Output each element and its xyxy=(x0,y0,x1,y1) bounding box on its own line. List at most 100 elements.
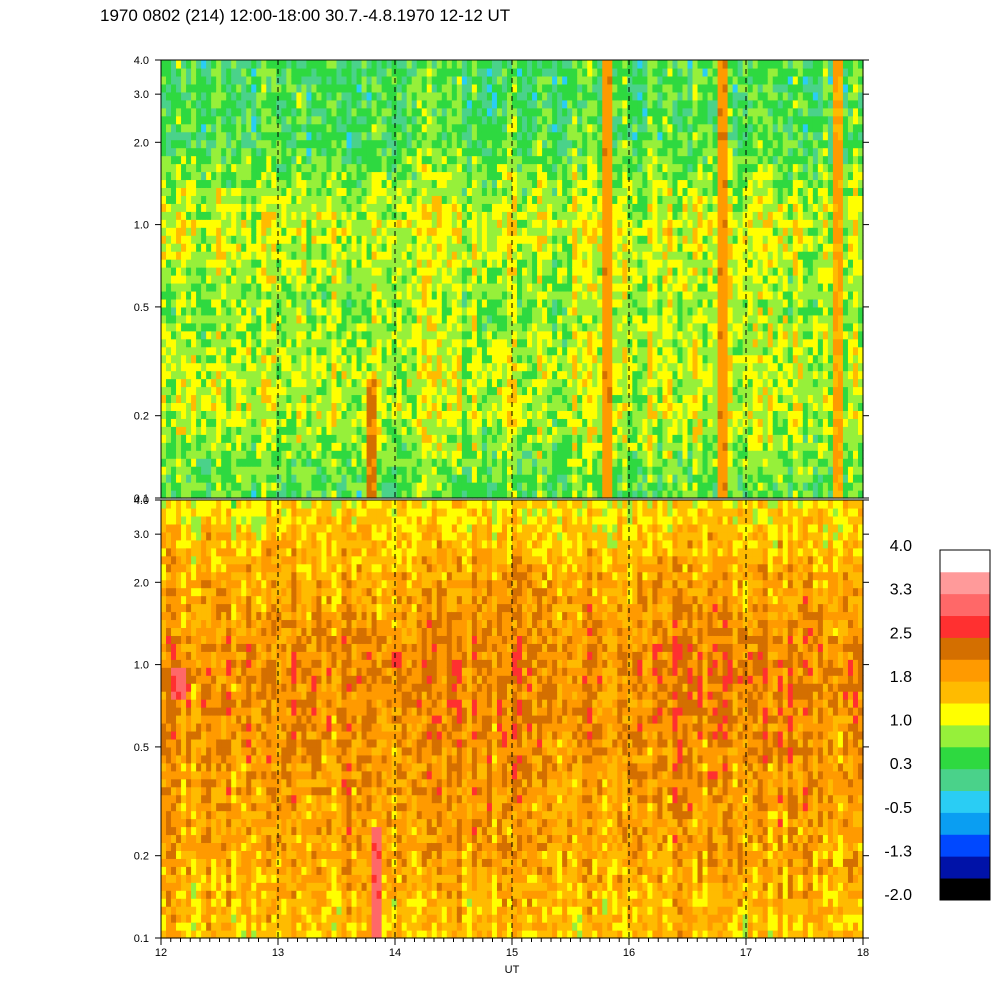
heatmap-cell xyxy=(441,203,448,212)
heatmap-cell xyxy=(431,171,438,181)
heatmap-cell xyxy=(346,219,353,228)
heatmap-cell xyxy=(552,378,558,388)
heatmap-cell xyxy=(381,171,388,181)
heatmap-cell xyxy=(251,155,257,165)
heatmap-cell xyxy=(506,322,513,332)
heatmap-cell xyxy=(406,83,413,93)
heatmap-cell xyxy=(251,227,257,236)
heatmap-cell xyxy=(496,362,503,372)
heatmap-cell xyxy=(296,314,302,324)
heatmap-cell xyxy=(426,466,433,475)
heatmap-cell xyxy=(446,195,453,204)
heatmap-cell xyxy=(391,386,398,396)
heatmap-cell xyxy=(441,115,448,125)
heatmap-cell xyxy=(577,314,583,324)
heatmap-cell xyxy=(386,450,393,459)
heatmap-cell xyxy=(246,418,252,427)
heatmap-cell xyxy=(436,418,443,427)
heatmap-cell xyxy=(161,458,167,467)
heatmap-cell xyxy=(431,107,438,117)
heatmap-cell xyxy=(281,298,287,308)
heatmap-cell xyxy=(251,354,257,364)
heatmap-cell xyxy=(186,442,192,451)
heatmap-cell xyxy=(602,410,608,419)
heatmap-cell xyxy=(281,370,287,380)
heatmap-cell xyxy=(161,275,167,284)
heatmap-cell xyxy=(271,131,277,141)
heatmap-cell xyxy=(522,187,528,196)
heatmap-cell xyxy=(411,458,418,467)
heatmap-cell xyxy=(186,402,192,411)
heatmap-cell xyxy=(557,179,563,189)
heatmap-cell xyxy=(166,227,172,236)
heatmap-cell xyxy=(166,75,172,85)
heatmap-cell xyxy=(426,131,433,141)
heatmap-cell xyxy=(266,75,272,85)
heatmap-cell xyxy=(201,450,207,459)
heatmap-cell xyxy=(416,314,423,324)
heatmap-cell xyxy=(326,123,333,133)
heatmap-cell xyxy=(291,107,297,117)
heatmap-cell xyxy=(326,75,333,85)
heatmap-cell xyxy=(567,458,573,467)
heatmap-cell xyxy=(311,60,318,69)
heatmap-cell xyxy=(391,155,398,165)
heatmap-cell xyxy=(607,235,613,244)
heatmap-cell xyxy=(176,394,182,404)
heatmap-cell xyxy=(441,314,448,324)
heatmap-cell xyxy=(256,282,262,292)
heatmap-cell xyxy=(527,330,533,340)
heatmap-cell xyxy=(376,354,383,364)
heatmap-cell xyxy=(486,227,493,236)
heatmap-cell xyxy=(411,187,418,196)
heatmap-cell xyxy=(542,370,548,380)
heatmap-cell xyxy=(602,314,608,324)
heatmap-cell xyxy=(191,203,197,212)
heatmap-cell xyxy=(522,91,528,101)
heatmap-cell xyxy=(191,75,197,85)
heatmap-cell xyxy=(321,275,328,284)
heatmap-cell xyxy=(386,410,393,419)
heatmap-cell xyxy=(512,354,518,364)
heatmap-cell xyxy=(316,211,323,220)
heatmap-cell xyxy=(441,83,448,93)
heatmap-cell xyxy=(391,482,398,491)
heatmap-cell xyxy=(356,211,363,220)
heatmap-cell xyxy=(276,60,282,69)
heatmap-cell xyxy=(501,75,508,85)
heatmap-cell xyxy=(171,298,177,308)
heatmap-cell xyxy=(607,147,613,157)
heatmap-cell xyxy=(331,426,338,435)
heatmap-cell xyxy=(572,115,578,125)
heatmap-cell xyxy=(476,227,483,236)
heatmap-cell xyxy=(326,243,333,252)
heatmap-cell xyxy=(176,179,182,189)
heatmap-cell xyxy=(512,410,518,419)
heatmap-cell xyxy=(376,338,383,348)
heatmap-cell xyxy=(486,298,493,308)
heatmap-cell xyxy=(326,195,333,204)
heatmap-cell xyxy=(176,290,182,300)
heatmap-cell xyxy=(231,346,237,356)
heatmap-cell xyxy=(221,482,227,491)
heatmap-cell xyxy=(316,434,323,443)
heatmap-cell xyxy=(587,282,593,292)
heatmap-cell xyxy=(572,195,578,204)
heatmap-cell xyxy=(171,259,177,268)
heatmap-cell xyxy=(321,67,328,77)
heatmap-cell xyxy=(171,171,177,181)
heatmap-cell xyxy=(461,235,468,244)
heatmap-cell xyxy=(436,243,443,252)
heatmap-cell xyxy=(481,219,488,228)
heatmap-cell xyxy=(281,450,287,459)
heatmap-cell xyxy=(171,394,177,404)
heatmap-cell xyxy=(451,251,458,260)
heatmap-cell xyxy=(351,67,358,77)
heatmap-cell xyxy=(587,123,593,133)
heatmap-cell xyxy=(201,402,207,411)
heatmap-cell xyxy=(587,386,593,396)
heatmap-cell xyxy=(396,402,403,411)
heatmap-cell xyxy=(451,434,458,443)
heatmap-cell xyxy=(466,235,473,244)
heatmap-cell xyxy=(271,426,277,435)
